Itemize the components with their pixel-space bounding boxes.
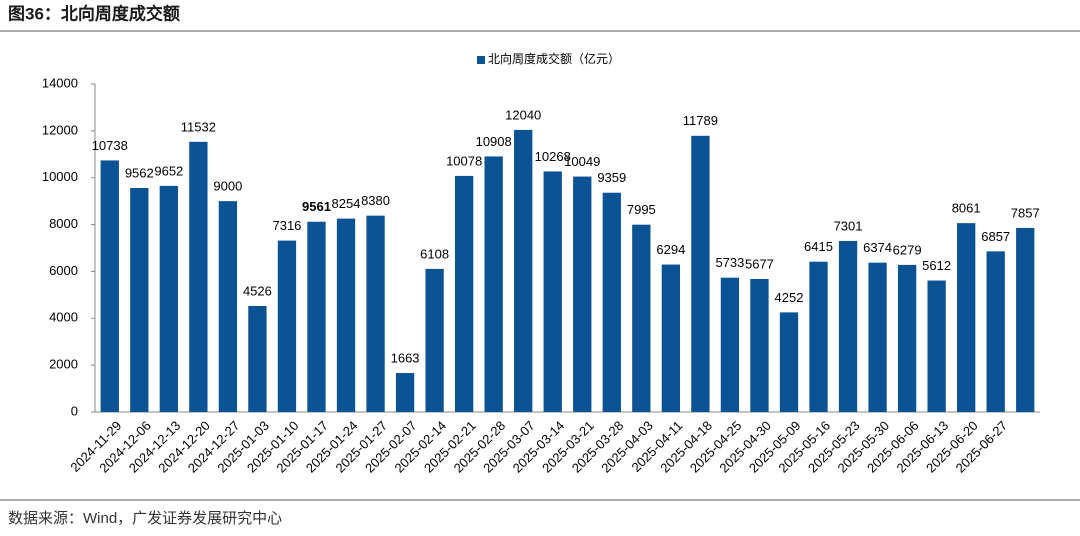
bar [661, 264, 681, 412]
data-label: 6108 [420, 246, 449, 261]
data-label: 9652 [154, 163, 183, 178]
bar [395, 373, 415, 412]
bar [632, 224, 651, 412]
annotation: 9561 [302, 199, 331, 214]
data-label: 5733 [715, 255, 744, 270]
data-label: 8061 [952, 201, 981, 216]
data-label: 6374 [863, 240, 892, 255]
data-label: 11789 [683, 113, 718, 128]
data-label: 5612 [922, 258, 951, 273]
source: 数据来源：Wind，广发证券发展研究中心 [8, 510, 282, 527]
data-label: 9000 [213, 179, 242, 194]
bar [573, 176, 592, 412]
data-label: 9359 [597, 170, 626, 185]
bar [336, 218, 356, 412]
bar [189, 141, 208, 412]
data-label: 10908 [476, 134, 512, 149]
data-label: 6294 [656, 242, 685, 257]
data-label: 7995 [627, 202, 656, 217]
data-label: 10268 [535, 149, 571, 164]
bar [1016, 227, 1035, 412]
bar [602, 192, 621, 412]
bar [691, 135, 710, 412]
y-tick-label: 12000 [42, 122, 78, 137]
bar [218, 201, 238, 412]
legend-label: 北向周度成交额（亿元） [488, 51, 620, 66]
data-label: 10078 [446, 153, 482, 168]
bar [543, 171, 562, 412]
y-tick-label: 2000 [49, 357, 78, 372]
data-label: 12040 [505, 107, 541, 122]
data-label: 7316 [272, 218, 301, 233]
bar [425, 268, 444, 412]
bar [897, 264, 917, 412]
data-label: 10049 [564, 154, 600, 169]
bar [750, 278, 769, 412]
bar [927, 280, 946, 412]
data-label: 6279 [893, 242, 922, 257]
y-tick-label: 4000 [49, 310, 78, 325]
bar [720, 277, 740, 412]
data-label: 5677 [745, 256, 774, 271]
bar [868, 262, 887, 412]
bar [130, 187, 149, 412]
data-label: 4526 [243, 283, 272, 298]
bar [366, 215, 385, 412]
data-label: 6415 [804, 239, 833, 254]
bar [838, 240, 858, 412]
bar [100, 160, 119, 412]
bar [484, 156, 503, 412]
bar [248, 305, 267, 412]
data-label: 10738 [92, 138, 128, 153]
bar [957, 223, 976, 412]
data-label: 8254 [332, 196, 361, 211]
data-label: 9562 [125, 165, 154, 180]
bar [514, 129, 533, 413]
data-label: 4252 [775, 290, 804, 305]
data-label: 6857 [981, 229, 1010, 244]
bar [277, 240, 297, 412]
data-label: 1663 [391, 350, 420, 365]
y-tick-label: 10000 [42, 169, 78, 184]
y-tick-label: 14000 [42, 75, 78, 90]
bar [779, 312, 799, 412]
y-tick-label: 0 [71, 403, 78, 418]
data-label: 7301 [834, 218, 863, 233]
bar [454, 175, 474, 412]
bar [809, 261, 828, 412]
bar [986, 251, 1005, 412]
bar [307, 221, 326, 412]
legend-swatch [477, 56, 485, 64]
chart-title: 图36：北向周度成交额 [8, 3, 180, 23]
y-tick-label: 8000 [49, 216, 78, 231]
y-tick-label: 6000 [49, 263, 78, 278]
data-label: 11532 [181, 119, 216, 134]
data-label: 7857 [1011, 205, 1040, 220]
data-label: 8380 [361, 193, 390, 208]
bar [159, 185, 178, 412]
